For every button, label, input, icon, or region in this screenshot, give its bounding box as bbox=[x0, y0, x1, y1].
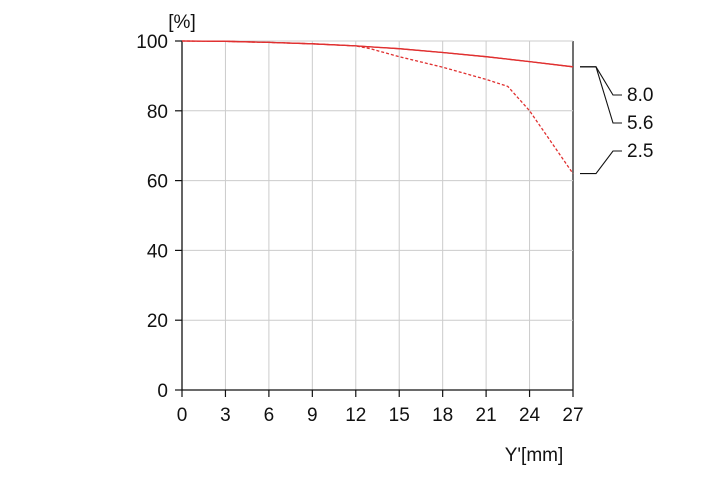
ticks: 0 3 6 9 12 15 18 21 24 27 0 20 40 60 80 100 bbox=[136, 32, 583, 426]
y-tick-label: 0 bbox=[157, 381, 168, 402]
x-tick-label: 24 bbox=[519, 405, 541, 426]
x-tick-label: 18 bbox=[432, 405, 453, 426]
y-tick-label: 100 bbox=[136, 32, 168, 53]
x-tick-label: 3 bbox=[220, 405, 231, 426]
series-line-2-5 bbox=[181, 40, 574, 174]
grid bbox=[182, 40, 574, 390]
x-tick-label: 15 bbox=[389, 405, 410, 426]
y-tick-label: 60 bbox=[147, 172, 168, 193]
y-axis-label: [%] bbox=[168, 12, 195, 33]
series-line-8-0 bbox=[181, 40, 574, 68]
y-tick-label: 20 bbox=[147, 311, 168, 332]
x-tick-label: 6 bbox=[264, 405, 275, 426]
legend: 8.0 5.6 2.5 bbox=[580, 66, 653, 175]
x-tick-label: 9 bbox=[307, 405, 318, 426]
series-lines bbox=[181, 40, 574, 174]
x-tick-label: 27 bbox=[562, 405, 583, 426]
legend-label: 8.0 bbox=[627, 85, 653, 106]
legend-label: 2.5 bbox=[627, 141, 653, 162]
x-axis-label: Y'[mm] bbox=[505, 445, 564, 466]
x-tick-label: 0 bbox=[177, 405, 188, 426]
legend-leader-line bbox=[580, 66, 622, 96]
legend-label: 5.6 bbox=[627, 113, 653, 134]
series-line-5-6 bbox=[181, 40, 574, 68]
x-tick-label: 12 bbox=[345, 405, 366, 426]
y-tick-label: 40 bbox=[147, 241, 168, 262]
legend-leader-line bbox=[580, 66, 622, 124]
x-tick-label: 21 bbox=[476, 405, 497, 426]
legend-leader-line bbox=[580, 150, 622, 175]
y-tick-label: 80 bbox=[147, 102, 168, 123]
axes bbox=[181, 41, 573, 391]
